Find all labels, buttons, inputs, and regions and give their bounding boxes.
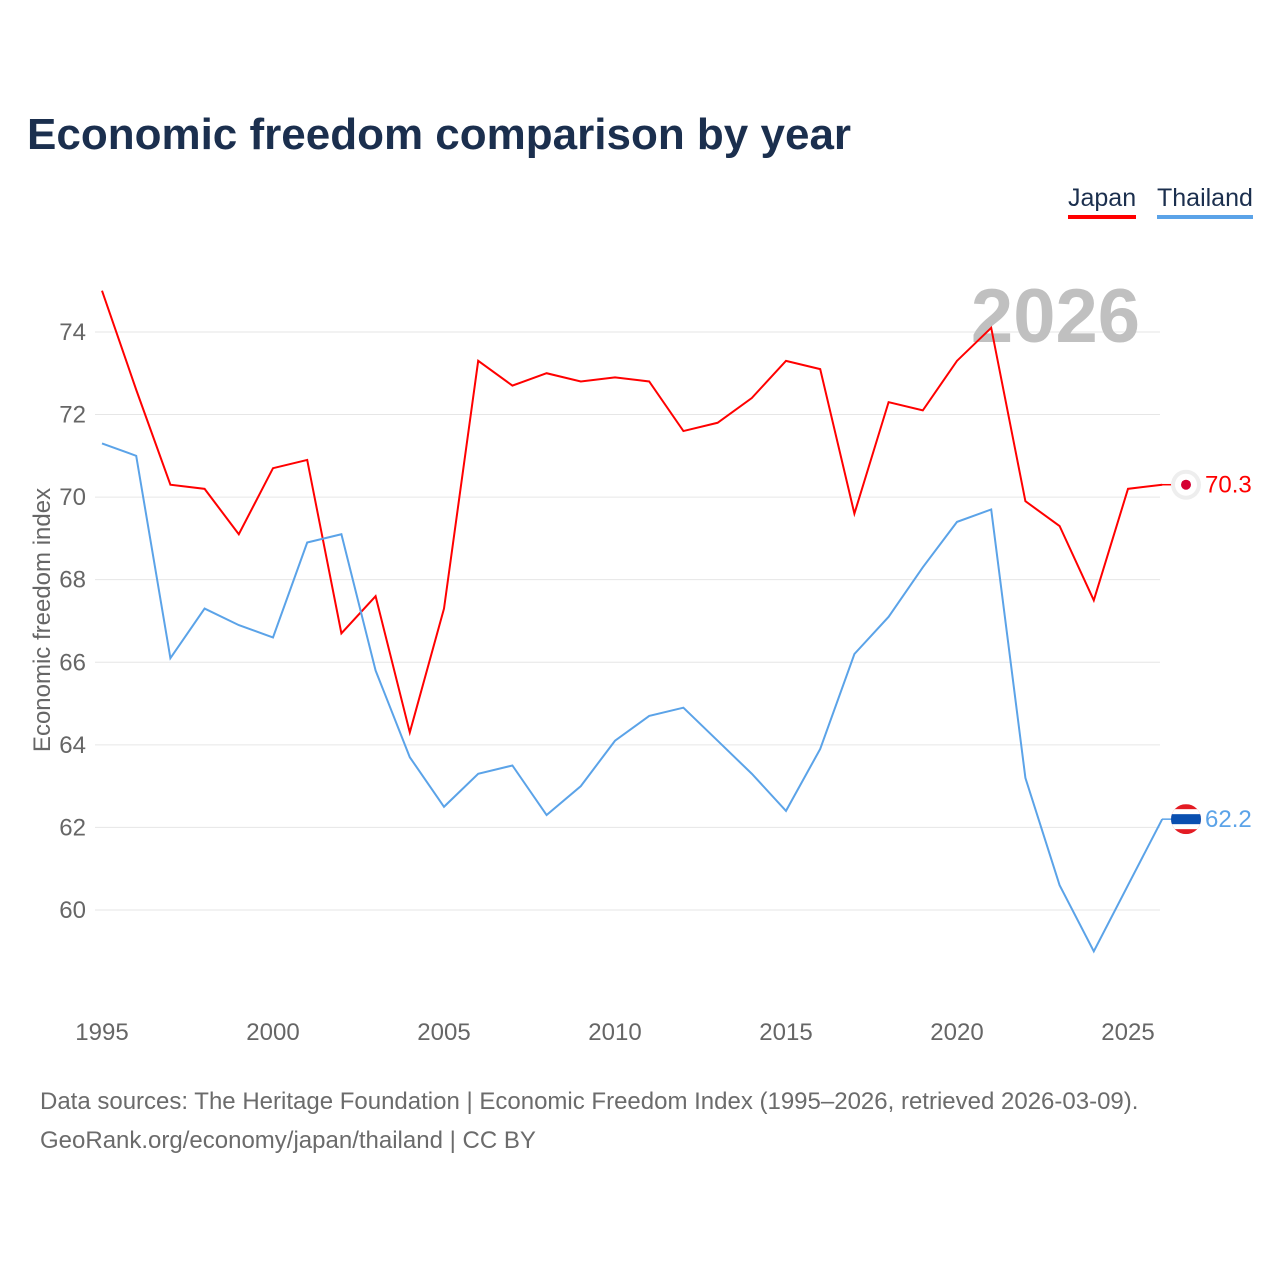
series-line-thailand [101,442,1164,954]
end-value-label-thailand: 62.2 [1205,806,1252,833]
y-axis-label: Economic freedom index [29,488,56,752]
footer-link[interactable]: GeoRank.org/economy/japan/thailand | CC … [40,1127,536,1154]
chart-title: Economic freedom comparison by year [27,110,852,159]
year-watermark: 2026 [971,274,1140,359]
y-tick-label: 62 [59,814,86,841]
x-tick-label: 1995 [75,1019,128,1046]
y-tick-label: 66 [59,649,86,676]
end-value-label-japan: 70.3 [1205,472,1252,499]
flag-blue [1171,814,1201,825]
x-tick-label: 2005 [417,1019,470,1046]
x-tick-label: 2015 [759,1019,812,1046]
y-tick-label: 74 [59,319,86,346]
x-tick-label: 2010 [588,1019,641,1046]
y-tick-label: 64 [59,732,86,759]
series-line-japan [101,290,1163,737]
x-tick-label: 2000 [246,1019,299,1046]
thailand-flag-icon [1171,804,1201,835]
footer-sources: Data sources: The Heritage Foundation | … [40,1088,1139,1115]
y-tick-label: 60 [59,897,86,924]
legend-japan[interactable]: Japan [1068,184,1137,219]
y-tick-label: 70 [59,484,86,511]
y-tick-label: 68 [59,567,86,594]
x-tick-label: 2020 [930,1019,983,1046]
x-tick-label: 2025 [1101,1019,1154,1046]
y-tick-label: 72 [59,402,86,429]
legend-thailand[interactable]: Thailand [1157,184,1253,219]
japan-flag-dot [1181,479,1191,490]
